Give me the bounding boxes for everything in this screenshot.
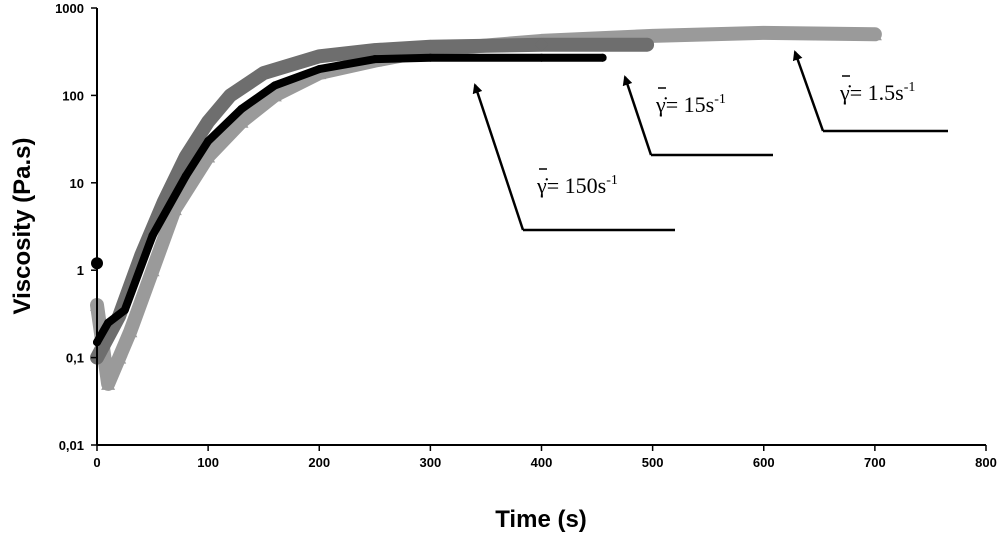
x-tick-label: 500 [642,455,664,470]
data-point-diamond [423,39,438,54]
annotations: γ̇= 150s-1γ̇= 15s-1 γ̇= 1.5s-1 [472,50,948,232]
annotation-label: γ̇= 150s-1 [536,173,618,198]
data-point-diamond [367,43,382,58]
annotation-superscript: -1 [606,173,618,188]
data-point-circle [270,81,279,90]
data-point-circle [426,53,435,62]
data-point-triangle [145,263,160,277]
data-point-triangle [234,114,249,128]
data-point-triangle [123,324,138,338]
annotation-superscript: -1 [714,92,726,107]
data-point-diamond [178,149,193,164]
data-point-circle [537,53,546,62]
y-tick-label: 0,01 [59,438,84,453]
data-point-diamond [640,37,655,52]
x-tick-label: 700 [864,455,886,470]
data-point-circle [181,171,190,180]
y-tick-label: 1 [77,263,84,278]
series-layer [90,25,882,391]
x-tick-label: 100 [197,455,219,470]
y-axis-title: Viscosity (Pa.s) [9,138,36,315]
x-tick-label: 600 [753,455,775,470]
data-point-circle [237,104,246,113]
callout-arrow [792,50,825,132]
data-point-diamond [256,66,271,81]
series-band-2 [93,53,607,347]
data-point-circle [204,137,213,146]
data-point-triangle [167,202,182,216]
annotation-label: γ̇= 1.5s-1 [839,80,915,105]
data-point-triangle [867,27,882,41]
data-point-circle [315,65,324,74]
x-tick-label: 800 [975,455,997,470]
data-point-circle [148,231,157,240]
annotation-superscript: -1 [904,80,916,95]
data-point-diamond [223,88,238,103]
data-point-diamond [201,114,216,129]
y-tick-label: 1000 [55,1,84,16]
data-point-circle [598,53,607,62]
data-point-triangle [101,376,116,390]
data-point-triangle [756,25,771,39]
y-tick-label: 10 [70,176,84,191]
ticks: 0 100 200 300 400 500 600 700 800 0,01 0,1 1 10 100 10… [55,1,997,470]
data-point-triangle [112,350,127,364]
annotation-text: γ̇= 1.5s [839,80,904,105]
x-tick-label: 200 [308,455,330,470]
data-point-circle [104,318,113,327]
annotation-label: γ̇= 15s-1 [655,92,726,117]
annotation-text: γ̇= 150s [536,173,606,198]
x-tick-label: 0 [93,455,100,470]
data-point-diamond [312,49,327,64]
annotation-text: γ̇= 15s [655,92,714,117]
data-point-circle [370,55,379,64]
x-tick-label: 400 [531,455,553,470]
x-tick-label: 300 [420,455,442,470]
data-point-circle [120,306,129,315]
series-band-0 [90,25,882,391]
data-point-triangle [267,88,282,102]
callout-arrow [472,83,525,231]
y-tick-label: 0,1 [66,351,84,366]
y-tick-label: 100 [62,88,84,103]
data-point-triangle [201,149,216,163]
data-point-diamond [534,37,549,52]
x-axis-title: Time (s) [495,506,587,533]
callout-arrow [622,75,653,156]
